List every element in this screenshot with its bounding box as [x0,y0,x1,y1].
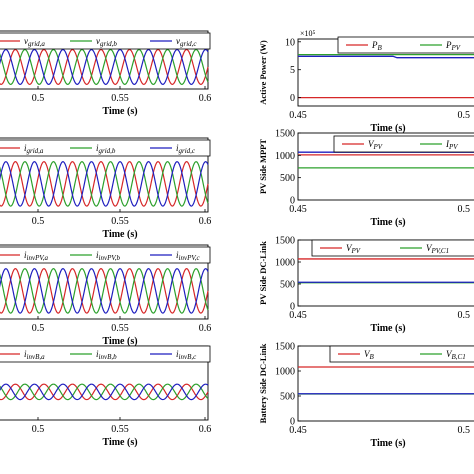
series-i_grid,a [0,161,209,207]
y-tick-label: 500 [280,392,295,403]
legend-label-v_grid,b: vgrid,b [96,36,117,48]
series-i_invPV,a [0,268,209,314]
y-tick-label: 0 [290,196,295,207]
y-tick-label: 1500 [275,236,295,247]
series-trace-2 [298,55,474,59]
panel-pv-inverter-current: 0.5 0.55 0.6 Time (s) iinvPV,a iinvPV,b iinvPV… [0,244,212,347]
y-tick-label: 1500 [275,129,295,140]
legend-label-i_grid,a: igrid,a [24,143,44,155]
x-tick-label: 0.6 [199,216,212,227]
x-axis-label: Time (s) [370,323,405,334]
x-tick-label: 0.5 [32,323,45,334]
panel-grid-current: 0.5 0.55 0.6 Time (s) igrid,a igrid,b igrid,c [0,137,212,240]
legend-label-V_PV: VPV [346,243,361,255]
panel-battery-side-dc-link: 0 500 1000 1500 0.45 0.5 Time (s) Battery Side … [258,342,474,449]
legend-label-i_invB,a: iinvB,a [24,349,45,361]
legend-box [0,345,211,363]
y-tick-label: 0 [290,93,295,104]
x-tick-label: 0.5 [32,424,45,435]
x-tick-label: 0.5 [32,216,45,227]
x-tick-label: 0.55 [111,216,129,227]
y-tick-label: 500 [280,280,295,291]
x-tick-label: 0.45 [289,204,307,215]
y-axis-label: Battery Side DC-Link [258,343,268,423]
legend-label-i_grid,b: igrid,b [96,143,116,155]
y-tick-label: 1000 [275,367,295,378]
series-v_grid,a [0,48,209,85]
x-tick-label: 0.5 [458,110,471,121]
y-tick-label: 1500 [275,342,295,353]
legend-label-i_invPV,b: iinvPV,b [96,250,120,262]
legend-label-i_invB,c: iinvB,c [176,349,197,361]
y-tick-label: 10 [285,37,295,48]
y-axis-label: Active Power (W) [258,40,268,105]
legend-label-P_PV: PPV [445,40,461,52]
series-v_grid,c [0,48,209,85]
y-tick-label: 0 [290,302,295,313]
panel-grid-voltage: 0.5 0.55 0.6 Time (s) vgrid,a vgrid,b vgrid,c [0,30,212,117]
y-tick-label: 0 [290,417,295,428]
legend-label-i_invB,b: iinvB,b [96,349,117,361]
x-tick-label: 0.45 [289,310,307,321]
x-tick-label: 0.6 [199,424,212,435]
series-i_invB,c [0,383,209,401]
legend-label-i_invPV,c: iinvPV,c [176,250,200,262]
x-axis-label: Time (s) [102,229,137,240]
legend-label-V_PV: VPV [368,139,383,151]
x-tick-label: 0.5 [458,425,471,436]
x-tick-label: 0.5 [458,310,471,321]
y-tick-label: 500 [280,173,295,184]
y-tick-label: 1000 [275,151,295,162]
y-tick-label: 5 [290,65,295,76]
series-i_grid,c [0,161,209,207]
legend-box [0,32,211,50]
x-tick-label: 0.5 [32,93,45,104]
x-tick-label: 0.6 [199,93,212,104]
legend-label-i_grid,c: igrid,c [176,143,196,155]
x-axis-label: Time (s) [370,123,405,134]
legend-label-V_B,C1: VB,C1 [446,349,466,361]
panel-pv-side-mppt: 0 500 1000 1500 0.45 0.5 Time (s) PV Side MPPT V… [258,129,474,228]
panel-battery-inverter-current: 0.5 0.55 0.6 Time (s) iinvB,a iinvB,b iinvB,c [0,345,212,448]
legend-box [333,135,474,153]
x-tick-label: 0.55 [111,93,129,104]
legend-label-v_grid,a: vgrid,a [24,36,45,48]
x-tick-label: 0.55 [111,323,129,334]
legend-box [0,139,211,157]
legend-label-i_invPV,a: iinvPV,a [24,250,48,262]
legend-label-P_B: PB [371,40,383,52]
legend-box [337,36,474,54]
panel-active-power: 0 5 10 0.45 0.5 Time (s) Active Power (W) ×10⁵ P… [258,29,474,134]
x-axis-label: Time (s) [102,106,137,117]
series-i_invB,a [0,383,209,401]
panel-pv-side-dc-link: 0 500 1000 1500 0.45 0.5 Time (s) PV Side DC-Li… [258,236,474,334]
legend-box [329,345,474,363]
x-tick-label: 0.6 [199,323,212,334]
y-axis-label: PV Side DC-Link [258,241,268,305]
x-axis-label: Time (s) [102,437,137,448]
x-axis-label: Time (s) [370,217,405,228]
legend-label-V_B: VB [364,349,375,361]
legend-box [311,239,474,257]
legend-label-V_PV,C1: VPV,C1 [426,243,449,255]
y-exponent-label: ×10⁵ [300,29,316,38]
legend-label-I_PV: IPV [445,139,458,151]
series-i_invPV,c [0,268,209,314]
y-axis-label: PV Side MPPT [258,139,268,194]
x-tick-label: 0.5 [458,204,471,215]
x-tick-label: 0.45 [289,110,307,121]
y-tick-label: 1000 [275,258,295,269]
legend-box [0,246,211,264]
x-tick-label: 0.55 [111,424,129,435]
x-axis-label: Time (s) [102,336,137,347]
x-tick-label: 0.45 [289,425,307,436]
legend-label-v_grid,c: vgrid,c [176,36,197,48]
x-axis-label: Time (s) [370,438,405,449]
